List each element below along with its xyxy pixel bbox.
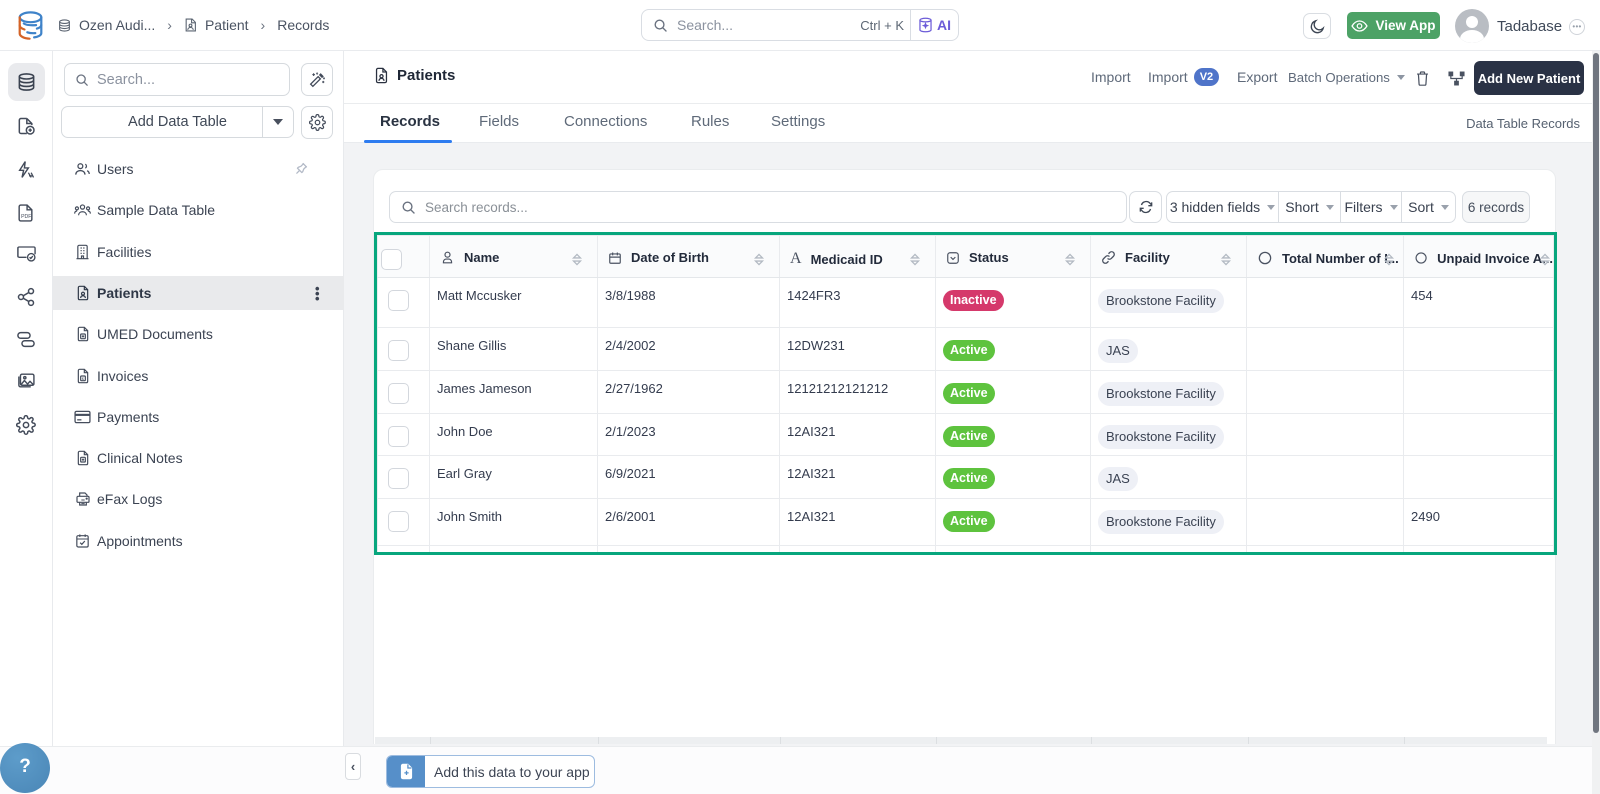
svg-text:$: $ [81,375,84,380]
svg-text:PDF: PDF [21,214,31,220]
